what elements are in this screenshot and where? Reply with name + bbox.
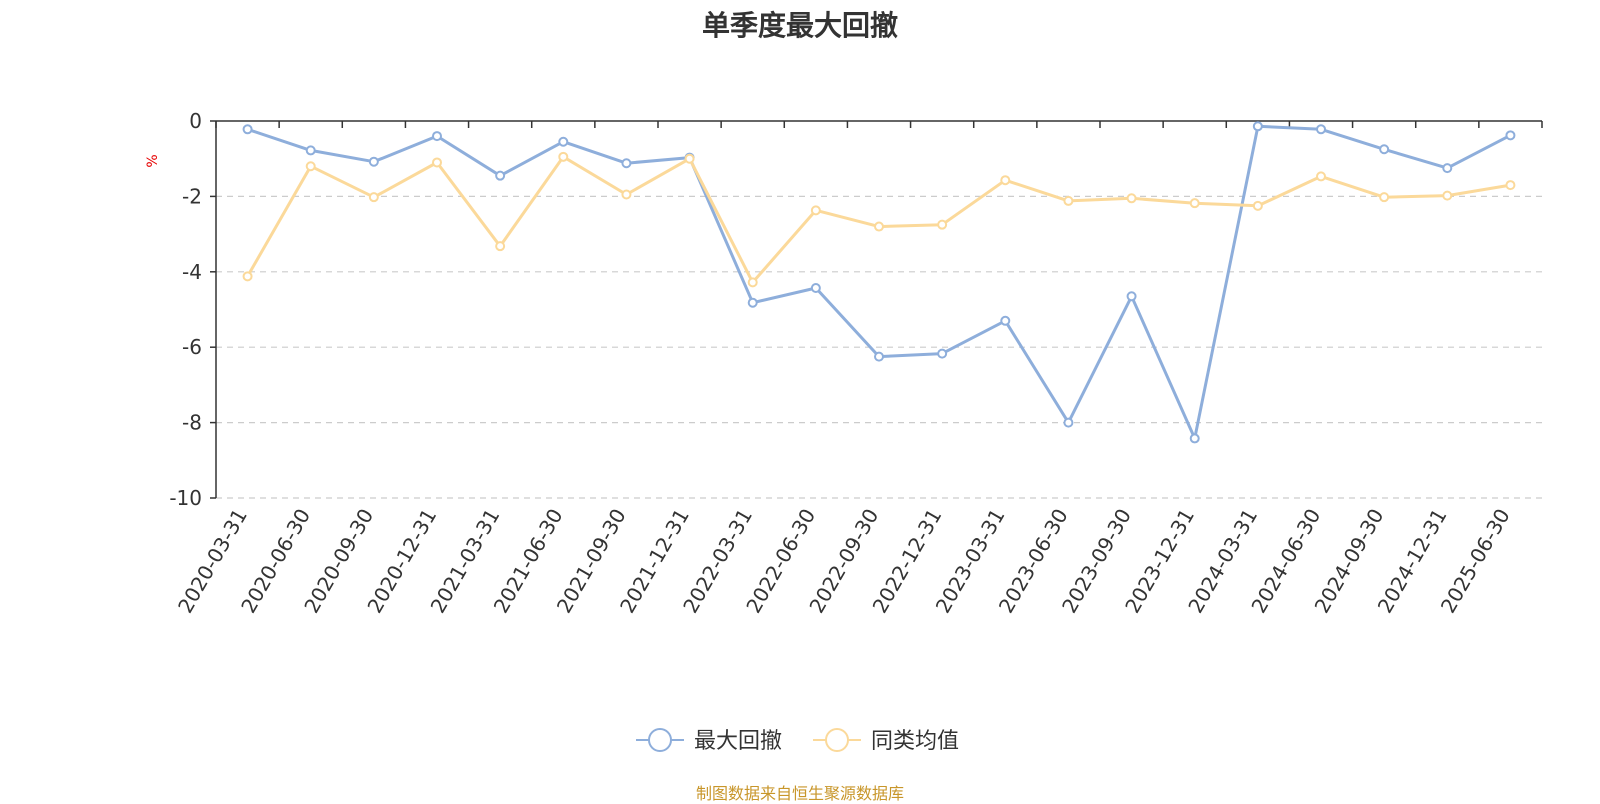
data-point: [1063, 195, 1074, 206]
data-point: [1379, 192, 1390, 203]
data-point: [1316, 171, 1326, 182]
data-point: [1000, 315, 1011, 326]
data-point: [621, 158, 632, 169]
data-point: [495, 241, 506, 252]
data-point: [1000, 175, 1011, 186]
series-lines: [242, 121, 1516, 444]
data-point: [810, 205, 821, 216]
data-point: [1505, 130, 1516, 141]
legend: 最大回撤 同类均值: [636, 728, 959, 754]
data-point: [621, 189, 632, 200]
data-point: [747, 297, 758, 308]
y-axis-unit-label: %: [145, 154, 161, 167]
data-point: [1252, 121, 1263, 132]
data-point: [1252, 200, 1263, 211]
legend-label: 同类均值: [871, 729, 959, 754]
data-point: [1189, 433, 1200, 444]
data-point: [1442, 163, 1453, 174]
data-point: [558, 151, 569, 162]
data-point: [1063, 417, 1074, 428]
data-point: [874, 351, 884, 362]
grid-lines: [216, 195, 1542, 499]
legend-marker-icon: [825, 728, 849, 752]
data-point: [495, 170, 506, 181]
data-point: [305, 161, 316, 172]
legend-item[interactable]: 同类均值: [813, 728, 959, 754]
legend-item[interactable]: 最大回撤: [636, 728, 782, 754]
y-tick-label: -8: [182, 411, 202, 435]
data-point: [1189, 198, 1200, 209]
data-point: [937, 348, 948, 359]
data-point: [368, 156, 379, 167]
data-point: [1505, 180, 1516, 191]
y-tick-label: 0: [189, 109, 202, 133]
data-point: [684, 153, 695, 164]
data-point: [1316, 124, 1326, 135]
data-point: [242, 271, 253, 282]
data-point: [305, 145, 316, 156]
data-point: [1126, 291, 1137, 302]
data-point: [1442, 190, 1453, 201]
data-point: [558, 136, 569, 147]
data-point: [874, 221, 884, 232]
source-note: 制图数据来自恒生聚源数据库: [695, 784, 904, 803]
data-point: [432, 157, 442, 168]
axes: 0-2-4-6-8-10%2020-03-312020-06-302020-09…: [145, 109, 1543, 617]
data-point: [368, 192, 379, 203]
data-point: [747, 277, 758, 288]
legend-label: 最大回撤: [694, 729, 782, 754]
chart-title: 单季度最大回撤: [701, 9, 898, 42]
y-tick-label: -6: [182, 335, 202, 359]
y-tick-label: -2: [182, 184, 202, 208]
y-tick-label: -4: [182, 260, 202, 284]
legend-marker-icon: [648, 728, 672, 752]
data-point: [810, 283, 821, 294]
data-point: [1379, 144, 1390, 155]
y-tick-label: -10: [169, 486, 202, 510]
data-point: [432, 131, 442, 142]
data-point: [1126, 193, 1137, 204]
data-point: [242, 124, 253, 135]
data-point: [937, 219, 948, 230]
